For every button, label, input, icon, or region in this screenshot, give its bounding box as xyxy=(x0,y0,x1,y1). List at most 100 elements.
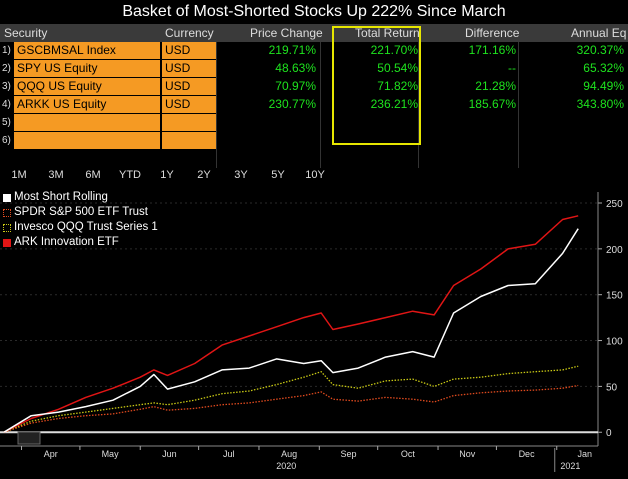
difference-cell: 21.28% xyxy=(475,79,516,93)
currency-cell[interactable] xyxy=(162,132,216,149)
legend-swatch xyxy=(3,209,11,217)
legend-swatch xyxy=(3,224,11,232)
total-return-cell: 50.54% xyxy=(377,61,418,75)
security-cell[interactable] xyxy=(14,114,161,131)
table-row[interactable]: 3) QQQ US Equity USD 70.97% 71.82% 21.28% 94.4… xyxy=(0,78,628,96)
series-line xyxy=(3,228,579,433)
row-number: 1) xyxy=(2,45,11,56)
legend-label: SPDR S&P 500 ETF Trust xyxy=(14,206,149,218)
y-tick-label: 150 xyxy=(606,291,623,302)
security-cell[interactable]: QQQ US Equity xyxy=(14,78,161,95)
column-divider xyxy=(216,42,217,168)
period-tab-3m[interactable]: 3M xyxy=(48,169,64,181)
annual-eq-cell: 94.49% xyxy=(583,79,624,93)
legend-item: Most Short Rolling xyxy=(3,190,183,205)
total-return-cell: 221.70% xyxy=(370,43,418,57)
difference-cell: 171.16% xyxy=(468,43,516,57)
row-number: 6) xyxy=(2,135,11,146)
total-return-highlight-box xyxy=(332,26,421,145)
header-difference: Difference xyxy=(465,26,520,40)
x-tick-label: Apr xyxy=(44,449,58,459)
x-tick-label: Dec xyxy=(519,449,536,459)
security-cell[interactable] xyxy=(14,132,161,149)
header-currency: Currency xyxy=(165,26,214,40)
price-change-cell: 219.71% xyxy=(268,43,316,57)
y-tick-label: 100 xyxy=(606,337,623,348)
currency-cell[interactable]: USD xyxy=(162,96,216,113)
x-tick-label: Jun xyxy=(162,449,177,459)
security-cell[interactable]: GSCBMSAL Index xyxy=(14,42,161,59)
y-tick-label: 200 xyxy=(606,245,623,256)
price-change-cell: 70.97% xyxy=(275,79,316,93)
chart-legend: Most Short Rolling SPDR S&P 500 ETF Trust… xyxy=(3,190,183,250)
period-tab-3y[interactable]: 3Y xyxy=(234,169,248,181)
annual-eq-cell: 320.37% xyxy=(576,43,624,57)
currency-cell[interactable] xyxy=(162,114,216,131)
currency-cell[interactable]: USD xyxy=(162,60,216,77)
row-number: 5) xyxy=(2,117,11,128)
period-tab-10y[interactable]: 10Y xyxy=(305,169,325,181)
period-tab-6m[interactable]: 6M xyxy=(85,169,101,181)
legend-item: ARK Innovation ETF xyxy=(3,235,183,250)
legend-item: SPDR S&P 500 ETF Trust xyxy=(3,205,183,220)
table-row[interactable]: 5) xyxy=(0,114,628,132)
x-tick-label: Jul xyxy=(223,449,235,459)
x-tick-label: Oct xyxy=(401,449,416,459)
x-year-label: 2021 xyxy=(560,461,580,471)
column-divider xyxy=(518,42,519,168)
x-tick-label: May xyxy=(102,449,120,459)
line-chart: 0 50 100 150 200 250 Apr May Jun Jul Aug Sep Oct Nov D… xyxy=(0,192,623,472)
table-row[interactable]: 6) xyxy=(0,132,628,150)
header-price-change: Price Change xyxy=(250,26,323,40)
table-row[interactable]: 2) SPY US Equity USD 48.63% 50.54% -- 65.32% xyxy=(0,60,628,78)
series-line xyxy=(3,365,579,433)
period-tab-ytd[interactable]: YTD xyxy=(119,169,141,181)
period-tab-2y[interactable]: 2Y xyxy=(197,169,211,181)
legend-label: ARK Innovation ETF xyxy=(14,236,119,248)
price-change-cell: 230.77% xyxy=(268,97,316,111)
difference-cell: 185.67% xyxy=(468,97,516,111)
chart-zoom-icon xyxy=(17,431,41,445)
annual-eq-cell: 65.32% xyxy=(583,61,624,75)
x-year-label: 2020 xyxy=(276,461,296,471)
period-tab-5y[interactable]: 5Y xyxy=(271,169,285,181)
column-divider xyxy=(320,42,321,168)
x-tick-label: Aug xyxy=(281,449,297,459)
legend-swatch xyxy=(3,194,11,202)
currency-cell[interactable]: USD xyxy=(162,78,216,95)
total-return-cell: 71.82% xyxy=(377,79,418,93)
row-number: 3) xyxy=(2,81,11,92)
legend-swatch xyxy=(3,239,11,247)
total-return-cell: 236.21% xyxy=(370,97,418,111)
x-tick-label: Sep xyxy=(340,449,356,459)
annual-eq-cell: 343.80% xyxy=(576,97,624,111)
table-row[interactable]: 1) GSCBMSAL Index USD 219.71% 221.70% 171.16%… xyxy=(0,42,628,60)
currency-cell[interactable]: USD xyxy=(162,42,216,59)
column-divider xyxy=(418,42,419,168)
security-cell[interactable]: SPY US Equity xyxy=(14,60,161,77)
row-number: 2) xyxy=(2,63,11,74)
legend-label: Invesco QQQ Trust Series 1 xyxy=(14,221,158,233)
period-tab-1m[interactable]: 1M xyxy=(11,169,27,181)
legend-label: Most Short Rolling xyxy=(14,191,108,203)
header-total-return: Total Return xyxy=(355,26,420,40)
period-tabs: 1M 3M 6M YTD 1Y 2Y 3Y 5Y 10Y xyxy=(0,166,340,184)
series-line xyxy=(3,384,579,433)
legend-item: Invesco QQQ Trust Series 1 xyxy=(3,220,183,235)
x-tick-label: Jan xyxy=(577,449,592,459)
header-security: Security xyxy=(4,26,48,40)
table-header: Security Currency Price Change Total Ret… xyxy=(0,24,628,42)
chart-title: Basket of Most-Shorted Stocks Up 222% Si… xyxy=(122,3,506,20)
security-cell[interactable]: ARKK US Equity xyxy=(14,96,161,113)
table-row[interactable]: 4) ARKK US Equity USD 230.77% 236.21% 185.67%… xyxy=(0,96,628,114)
difference-cell: -- xyxy=(508,61,516,75)
y-tick-label: 250 xyxy=(606,199,623,210)
header-annual-eq: Annual Eq xyxy=(571,26,627,40)
row-number: 4) xyxy=(2,99,11,110)
price-change-cell: 48.63% xyxy=(275,61,316,75)
y-tick-label: 0 xyxy=(606,428,612,439)
series-line xyxy=(3,215,579,433)
y-tick-label: 50 xyxy=(606,382,618,393)
x-tick-label: Nov xyxy=(459,449,476,459)
period-tab-1y[interactable]: 1Y xyxy=(160,169,174,181)
